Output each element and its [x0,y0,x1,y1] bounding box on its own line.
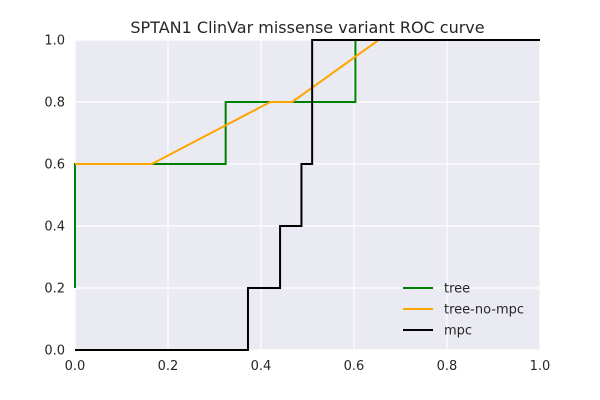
x-tick-label: 0.8 [437,359,458,374]
y-tick-label: 0.0 [44,344,65,359]
y-tick-label: 0.2 [44,282,65,297]
y-tick-label: 1.0 [44,34,65,49]
legend: tree tree-no-mpc mpc [403,282,524,339]
y-tick-label: 0.6 [44,158,65,173]
x-tick-label: 1.0 [530,359,551,374]
chart-title: SPTAN1 ClinVar missense variant ROC curv… [130,18,484,37]
x-tick-label: 0.6 [344,359,365,374]
tick-labels: 0.0 0.2 0.4 0.6 0.8 1.0 0.0 0.2 0.4 0.6 0.8 1.0 [44,34,550,375]
x-tick-label: 0.2 [158,359,179,374]
y-tick-label: 0.8 [44,96,65,111]
legend-label-mpc: mpc [444,324,472,339]
legend-label-tree-no-mpc: tree-no-mpc [444,303,524,318]
y-tick-label: 0.4 [44,220,65,235]
series-layer [74,39,540,351]
x-tick-label: 0.4 [251,359,272,374]
series-line-mpc [75,39,540,351]
x-tick-label: 0.0 [65,359,86,374]
legend-label-tree: tree [444,282,470,297]
